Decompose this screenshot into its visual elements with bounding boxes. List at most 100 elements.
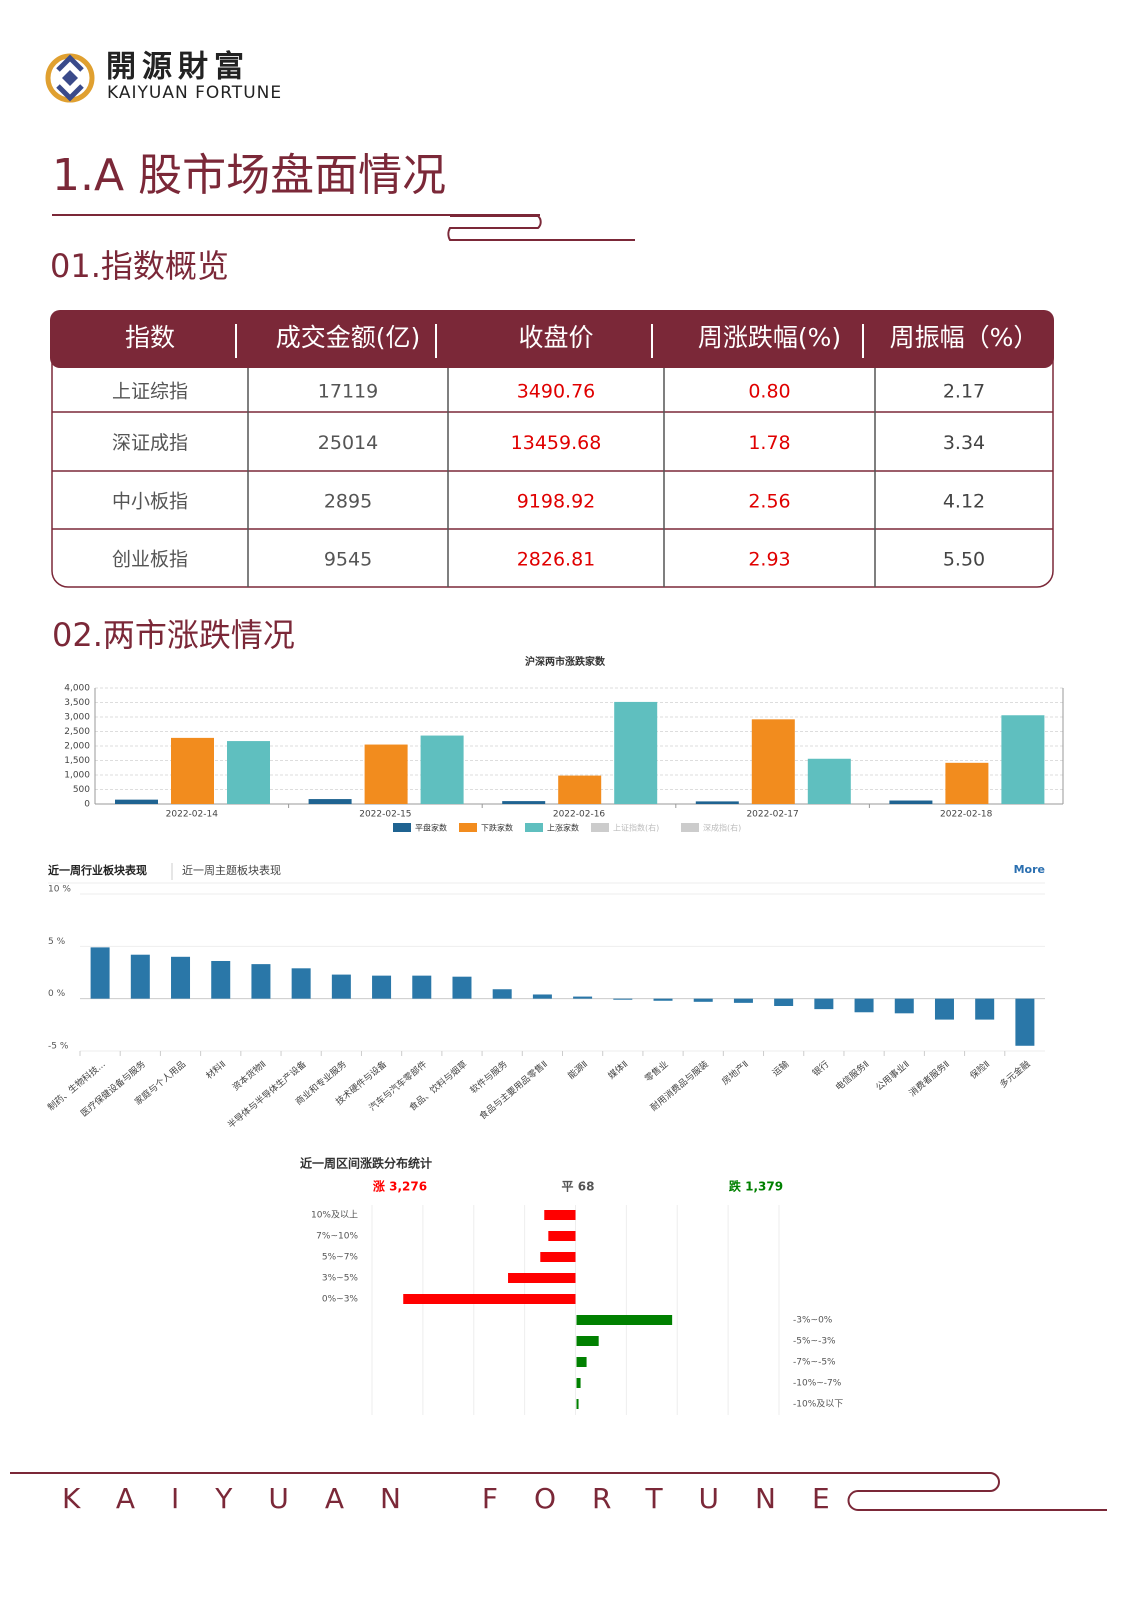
table-cell: 13459.68 <box>511 432 602 454</box>
tab[interactable]: 近一周行业板块表现 <box>48 863 147 877</box>
x-tick-label: 能源Ⅱ <box>565 1058 590 1082</box>
x-tick-label: 2022-02-16 <box>553 810 606 820</box>
x-tick-label: 2022-02-14 <box>166 810 219 820</box>
table-cell: 3490.76 <box>517 381 596 403</box>
summary-label: 涨 3,276 <box>373 1179 427 1194</box>
x-tick-label: 2022-02-18 <box>940 810 993 820</box>
header-cell: 指数 <box>125 323 175 352</box>
legend-label: 深成指(右) <box>703 823 741 833</box>
bar <box>751 719 795 804</box>
y-tick-label: 3,500 <box>64 698 90 708</box>
bar <box>251 964 271 999</box>
x-tick-label: 消费者服务Ⅱ <box>906 1058 952 1099</box>
table-cell: 上证综指 <box>112 381 188 403</box>
legend-swatch <box>591 823 609 832</box>
row-label: -10%及以下 <box>793 1399 843 1410</box>
summary-label: 平 68 <box>562 1180 595 1194</box>
y-tick-label: 10 % <box>48 885 71 895</box>
bar <box>576 1336 599 1346</box>
x-tick-label: 软件与服务 <box>468 1058 510 1096</box>
y-tick-label: 0 % <box>48 989 66 999</box>
bar <box>412 975 432 999</box>
x-tick-label: 食品与主要用品零售Ⅱ <box>477 1058 550 1122</box>
header-cell: 成交金额(亿) <box>276 323 421 352</box>
legend-swatch <box>393 823 411 832</box>
bar <box>308 799 352 804</box>
table-cell: 9198.92 <box>517 491 596 513</box>
y-tick-label: 1,000 <box>64 771 90 781</box>
row-label: 5%~7% <box>322 1253 359 1263</box>
x-tick-label: 半导体与半导体生产设备 <box>225 1058 309 1131</box>
footer-text: KAIYUAN FORTUNE <box>62 1482 866 1515</box>
x-tick-label: 医疗保健设备与服务 <box>78 1058 148 1119</box>
subsection-title: 02.两市涨跌情况 <box>52 616 295 654</box>
bar <box>975 998 995 1020</box>
bar <box>1015 998 1035 1046</box>
logo-icon <box>45 53 95 103</box>
title-decoration <box>52 214 635 241</box>
bar <box>807 758 851 804</box>
bar <box>653 998 673 1001</box>
y-tick-label: 4,000 <box>64 684 90 694</box>
header-cell: 周涨跌幅(%) <box>698 323 841 352</box>
row-label: 0%~3% <box>322 1295 359 1305</box>
logo-cn: 開源財富 <box>106 50 250 85</box>
row-label: -5%~-3% <box>793 1337 836 1347</box>
bar <box>695 801 739 804</box>
header-cell: 收盘价 <box>518 323 593 352</box>
bar <box>613 998 633 1000</box>
bar <box>211 960 231 999</box>
y-tick-label: 5 % <box>48 937 66 947</box>
x-tick-label: 公用事业Ⅱ <box>873 1058 912 1093</box>
x-tick-label: 零售业 <box>642 1058 670 1085</box>
bar <box>576 1399 579 1409</box>
table-cell: 9545 <box>324 549 372 571</box>
bar <box>364 744 408 804</box>
y-tick-label: 3,000 <box>64 713 90 723</box>
table-cell: 创业板指 <box>112 549 188 571</box>
bar <box>372 975 392 999</box>
bar <box>934 998 954 1020</box>
x-tick-label: 2022-02-17 <box>746 810 798 820</box>
bar <box>889 800 933 804</box>
table-cell: 2.17 <box>943 381 985 403</box>
bar <box>814 998 834 1010</box>
more-link[interactable]: More <box>1014 863 1045 876</box>
bar <box>502 801 546 804</box>
table-cell: 4.12 <box>943 491 985 513</box>
y-tick-label: 2,000 <box>64 742 90 752</box>
subsection-title: 01.指数概览 <box>50 247 229 285</box>
bar <box>130 954 150 999</box>
table-cell: 2826.81 <box>517 549 596 571</box>
bar <box>90 947 110 999</box>
x-tick-label: 媒体Ⅱ <box>605 1058 630 1082</box>
x-tick-label: 保险Ⅱ <box>967 1058 992 1082</box>
logo-en: KAIYUAN FORTUNE <box>107 83 282 103</box>
tab[interactable]: 近一周主题板块表现 <box>182 863 281 877</box>
bar <box>945 762 989 804</box>
table-cell: 3.34 <box>943 432 985 454</box>
x-tick-label: 资本货物Ⅱ <box>230 1058 269 1093</box>
bar <box>171 737 214 804</box>
table-cell: 25014 <box>318 432 378 454</box>
bar <box>540 1252 576 1262</box>
summary-label: 跌 1,379 <box>729 1179 783 1194</box>
section-title: 1.A 股市场盘面情况 <box>52 150 446 201</box>
x-tick-label: 多元金融 <box>997 1058 1032 1090</box>
row-label: 10%及以上 <box>311 1210 358 1221</box>
header-cell: 周振幅（%） <box>890 323 1039 352</box>
bar <box>420 735 464 804</box>
bar <box>508 1273 576 1283</box>
bar <box>452 976 472 999</box>
x-tick-label: 2022-02-15 <box>359 810 411 820</box>
x-tick-label: 房地产Ⅱ <box>719 1058 751 1087</box>
row-label: -3%~0% <box>793 1316 833 1326</box>
bar <box>576 1315 673 1325</box>
bar <box>331 974 351 999</box>
legend-label: 平盘家数 <box>415 823 447 833</box>
bar <box>614 701 658 804</box>
bar <box>403 1294 576 1304</box>
table-cell: 深证成指 <box>112 432 188 454</box>
bar <box>573 996 593 999</box>
table-cell: 2.93 <box>748 549 790 571</box>
